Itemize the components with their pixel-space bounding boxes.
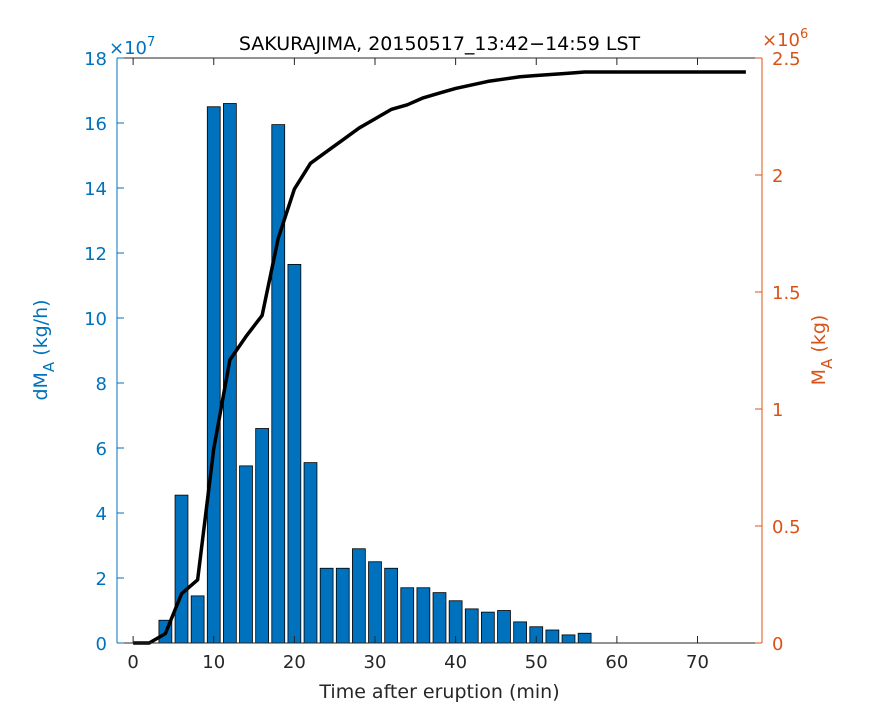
bar <box>190 595 205 644</box>
x-tick-label: 50 <box>525 652 548 673</box>
bar <box>561 634 576 644</box>
right-y-tick-label: 0 <box>772 634 783 655</box>
x-tick-label: 70 <box>686 652 709 673</box>
line-layer <box>133 70 746 645</box>
right-y-tick-label: 0.5 <box>772 517 801 538</box>
right-y-tick-label: 2.5 <box>772 49 801 70</box>
bar <box>174 494 189 644</box>
right-y-axis-label: MA (kg) <box>808 315 836 386</box>
bar <box>432 592 447 644</box>
bar <box>303 462 318 644</box>
left-y-tick-label: 6 <box>96 439 107 460</box>
x-tick-label: 20 <box>283 652 306 673</box>
left-y-tick-label: 14 <box>84 179 107 200</box>
bar <box>464 608 479 644</box>
left-y-tick-label: 4 <box>96 504 107 525</box>
bar <box>497 610 511 644</box>
bar <box>384 567 398 644</box>
bar <box>400 587 415 644</box>
left-y-tick-label: 18 <box>84 49 107 70</box>
bar <box>481 611 495 644</box>
right-y-tick-label: 1.5 <box>772 283 801 304</box>
x-tick-label: 10 <box>202 652 225 673</box>
left-y-tick-label: 0 <box>96 634 107 655</box>
x-tick-label: 60 <box>605 652 628 673</box>
bar <box>223 103 237 644</box>
left-y-tick-label: 10 <box>84 309 107 330</box>
bar <box>335 567 350 644</box>
axes-layer <box>116 57 763 644</box>
bar <box>416 587 431 644</box>
left-y-axis-label: dMA (kg/h) <box>30 299 58 400</box>
chart-title: SAKURAJIMA, 20150517_13:42−14:59 LST <box>239 33 641 55</box>
bar <box>319 567 334 644</box>
left-y-tick-label: 2 <box>96 569 107 590</box>
cumulative-line <box>133 70 746 645</box>
right-y-tick-label: 1 <box>772 400 783 421</box>
bar <box>206 106 221 644</box>
bar <box>271 124 286 644</box>
left-y-tick-label: 12 <box>84 244 107 265</box>
x-axis-label: Time after eruption (min) <box>318 681 559 703</box>
bar <box>368 561 382 644</box>
bar <box>255 428 269 644</box>
x-tick-label: 30 <box>364 652 387 673</box>
bar <box>513 621 527 644</box>
bar <box>287 263 302 644</box>
x-tick-label: 0 <box>127 652 138 673</box>
left-y-tick-label: 8 <box>96 374 107 395</box>
x-tick-label: 40 <box>444 652 467 673</box>
left-y-tick-label: 16 <box>84 114 107 135</box>
bar <box>239 465 253 644</box>
bar <box>352 548 366 644</box>
right-y-tick-label: 2 <box>772 166 783 187</box>
text-layer: 0 10 20 30 40 50 60 70 0 2 4 6 8 10 12 14 16 18 0 0.5 1 1.5 2 2… <box>30 27 836 703</box>
bar <box>545 629 560 644</box>
bar <box>577 632 592 644</box>
